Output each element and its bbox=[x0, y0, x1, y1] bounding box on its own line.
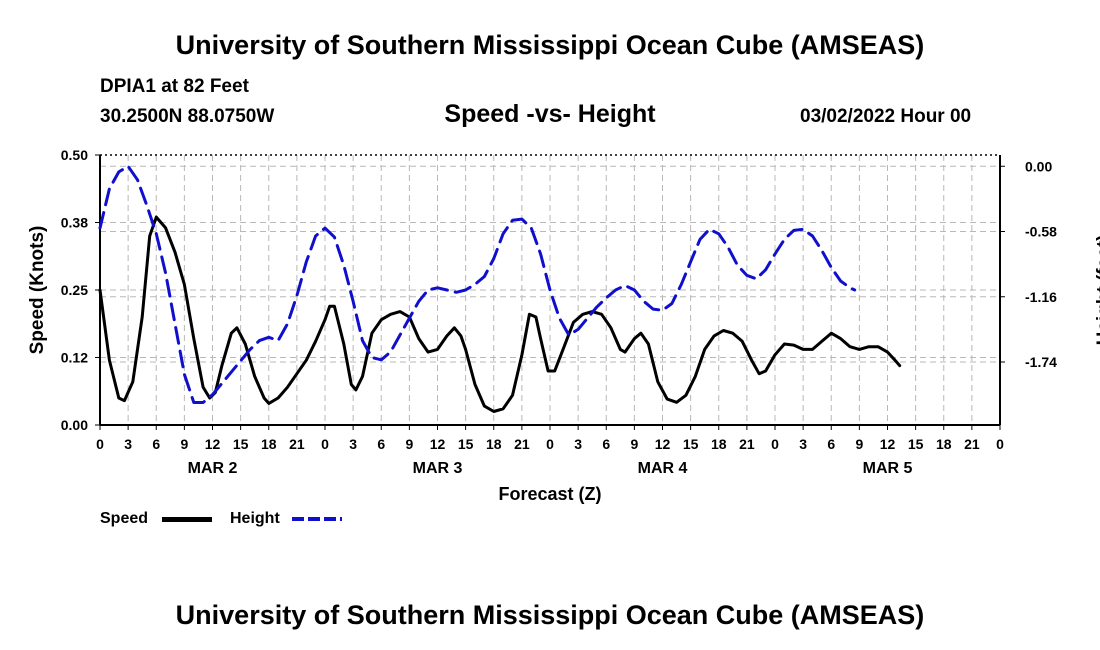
x-tick-label: 0 bbox=[771, 436, 779, 452]
height-series-line bbox=[98, 164, 857, 404]
x-tick-label: 3 bbox=[124, 436, 132, 452]
x-tick-label: 18 bbox=[261, 436, 277, 452]
x-tick-label: 9 bbox=[405, 436, 413, 452]
x-tick-label: 0 bbox=[96, 436, 104, 452]
x-tick-label: 6 bbox=[827, 436, 835, 452]
x-tick-label: 21 bbox=[289, 436, 305, 452]
x-tick-label: 3 bbox=[349, 436, 357, 452]
footer-title: University of Southern Mississippi Ocean… bbox=[175, 600, 925, 630]
x-tick-label: 15 bbox=[683, 436, 699, 452]
x-tick-label: 9 bbox=[855, 436, 863, 452]
x-tick-label: 18 bbox=[936, 436, 952, 452]
y-right-tick-label: 0.00 bbox=[1025, 158, 1052, 174]
x-tick-label: 15 bbox=[458, 436, 474, 452]
y-right-tick-label: -0.58 bbox=[1025, 224, 1057, 240]
x-tick-label: 0 bbox=[546, 436, 554, 452]
y-right-axis-title: Height (feet) bbox=[1094, 235, 1100, 346]
y-left-tick-label: 0.00 bbox=[61, 417, 88, 433]
day-label: MAR 2 bbox=[188, 460, 238, 477]
legend-height-swatch bbox=[292, 517, 342, 521]
x-tick-label: 9 bbox=[180, 436, 188, 452]
x-tick-label: 0 bbox=[996, 436, 1004, 452]
x-tick-label: 12 bbox=[205, 436, 221, 452]
station-location: 30.2500N 88.0750W bbox=[100, 106, 275, 127]
x-tick-label: 3 bbox=[799, 436, 807, 452]
x-tick-label: 21 bbox=[739, 436, 755, 452]
x-tick-label: 6 bbox=[152, 436, 160, 452]
main-title: University of Southern Mississippi Ocean… bbox=[175, 30, 925, 60]
x-axis-title: Forecast (Z) bbox=[498, 484, 601, 504]
chart-title: Speed -vs- Height bbox=[444, 100, 656, 128]
x-tick-label: 18 bbox=[486, 436, 502, 452]
day-label: MAR 3 bbox=[413, 460, 463, 477]
y-left-tick-label: 0.38 bbox=[61, 215, 88, 231]
forecast-datetime: 03/02/2022 Hour 00 bbox=[800, 106, 972, 127]
y-left-tick-label: 0.25 bbox=[61, 282, 88, 298]
y-left-tick-label: 0.12 bbox=[61, 350, 88, 366]
x-tick-label: 15 bbox=[233, 436, 249, 452]
legend-speed-swatch bbox=[162, 517, 212, 522]
x-tick-label: 15 bbox=[908, 436, 924, 452]
day-label: MAR 5 bbox=[863, 460, 913, 477]
x-tick-label: 0 bbox=[321, 436, 329, 452]
x-tick-label: 3 bbox=[574, 436, 582, 452]
x-tick-label: 12 bbox=[430, 436, 446, 452]
x-tick-label: 18 bbox=[711, 436, 727, 452]
legend-speed-label: Speed bbox=[100, 510, 149, 527]
x-tick-label: 21 bbox=[514, 436, 530, 452]
x-tick-label: 21 bbox=[964, 436, 980, 452]
x-tick-label: 9 bbox=[630, 436, 638, 452]
y-left-tick-label: 0.50 bbox=[61, 147, 88, 163]
y-left-axis-title: Speed (Knots) bbox=[27, 226, 48, 355]
y-right-tick-label: -1.74 bbox=[1025, 354, 1057, 370]
x-tick-label: 12 bbox=[880, 436, 896, 452]
x-tick-label: 6 bbox=[377, 436, 385, 452]
y-right-tick-label: -1.16 bbox=[1025, 289, 1057, 305]
day-label: MAR 4 bbox=[638, 460, 688, 477]
x-tick-label: 12 bbox=[655, 436, 671, 452]
speed-series-line bbox=[98, 215, 902, 413]
station-name: DPIA1 at 82 Feet bbox=[100, 76, 249, 97]
legend-height-label: Height bbox=[230, 510, 280, 527]
x-tick-label: 6 bbox=[602, 436, 610, 452]
